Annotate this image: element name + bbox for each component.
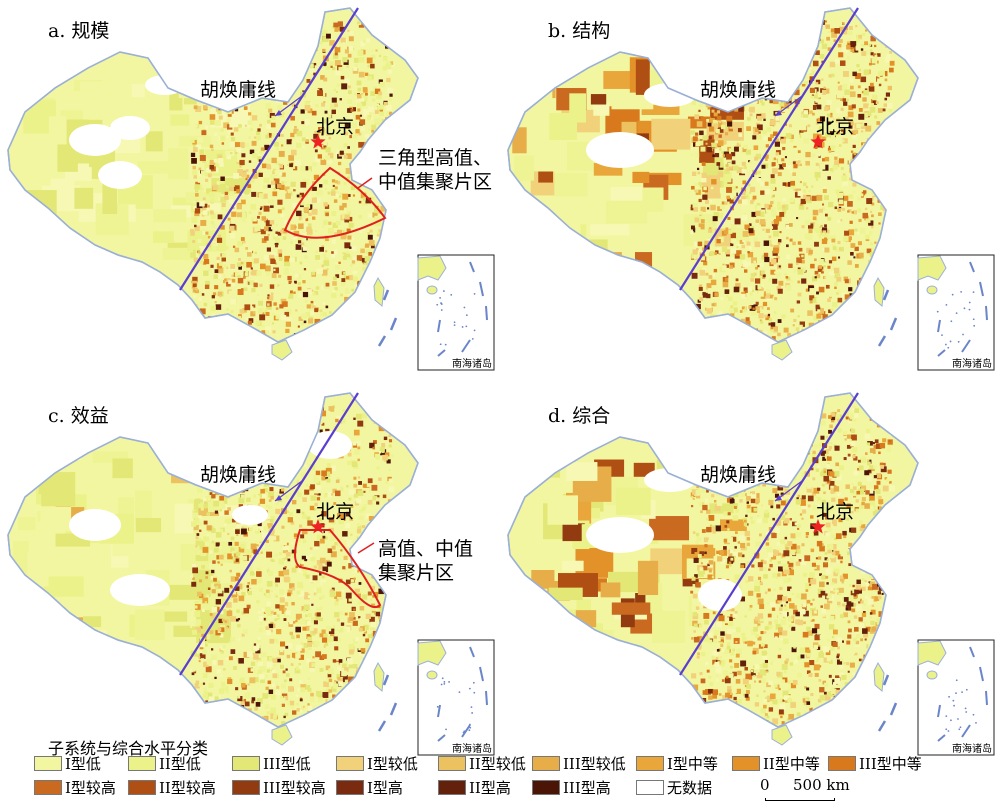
inset-label: 南海诸岛 [952, 359, 992, 370]
china-map-b [507, 7, 995, 371]
scale-line [765, 798, 835, 801]
cluster-annotation: 高值、中值 集聚片区 [378, 537, 473, 585]
inset-label: 南海诸岛 [452, 359, 492, 370]
legend-swatch [232, 779, 260, 795]
beijing-label: 北京 [316, 116, 355, 138]
legend-swatch [828, 755, 856, 771]
legend-swatch [336, 779, 364, 795]
cluster-annotation: 三角型高值、 中值集聚片区 [378, 146, 492, 194]
legend-label: I型中等 [667, 755, 718, 773]
legend-label: I型较高 [65, 779, 116, 797]
legend-label: II型高 [469, 779, 511, 797]
legend-item: I型中等 [636, 753, 718, 773]
annotation-line: 高值、中值 [378, 538, 474, 560]
legend-item: I型高 [336, 777, 403, 797]
hu-line-label: 胡焕庸线 [700, 79, 777, 101]
hu-line [679, 392, 859, 676]
china-map-d [507, 392, 995, 756]
legend-title: 子系统与综合水平分类 [48, 739, 209, 758]
legend-swatch [438, 755, 466, 771]
legend-item: III型高 [532, 777, 611, 797]
legend-swatch [532, 779, 560, 795]
legend-label: III型中等 [859, 755, 922, 773]
annotation-line: 中值集聚片区 [378, 171, 493, 193]
legend-label: I型较低 [367, 755, 418, 773]
hu-line-label: 胡焕庸线 [200, 464, 277, 486]
beijing-star-icon [810, 519, 826, 534]
legend-label: I型高 [367, 779, 403, 797]
inset-label: 南海诸岛 [452, 744, 492, 755]
south-china-sea-inset [917, 254, 995, 371]
beijing-star-icon [810, 134, 826, 149]
legend-swatch [438, 779, 466, 795]
panel-title: a. 规模 [48, 20, 110, 42]
panel-title: d. 综合 [548, 405, 611, 427]
panel-title: b. 结构 [548, 20, 611, 42]
legend-item: I型低 [34, 753, 101, 773]
annotation-line: 三角型高值、 [378, 147, 493, 169]
inset-label: 南海诸岛 [952, 744, 992, 755]
legend-label: I型低 [65, 755, 101, 773]
legend-item: II型较高 [128, 777, 216, 797]
legend-label: II型中等 [763, 755, 820, 773]
hu-line-label: 胡焕庸线 [200, 79, 277, 101]
legend-item: III型低 [232, 753, 311, 773]
legend-label: II型较低 [469, 755, 526, 773]
annotation-line: 集聚片区 [378, 562, 455, 584]
legend-swatch [636, 779, 664, 795]
legend-swatch [532, 755, 560, 771]
legend-item: I型较低 [336, 753, 418, 773]
legend-label: III型较低 [563, 755, 626, 773]
hu-line [679, 7, 859, 291]
legend-item: 无数据 [636, 777, 712, 797]
hu-line [179, 7, 359, 291]
legend-item: I型较高 [34, 777, 116, 797]
south-china-sea-inset [417, 639, 495, 756]
legend-label: II型低 [159, 755, 201, 773]
triangle-cluster-outline [283, 166, 387, 239]
legend-item: II型高 [438, 777, 511, 797]
hu-line [179, 392, 359, 676]
cluster-outline [294, 529, 382, 609]
legend-swatch [128, 779, 156, 795]
legend-swatch [232, 755, 260, 771]
legend-item: III型较低 [532, 753, 626, 773]
legend-swatch [636, 755, 664, 771]
scale-distance-label: 500 km [793, 776, 850, 794]
scale-zero-label: 0 [760, 776, 770, 794]
map-panel-c: c. 效益胡焕庸线北京南海诸岛 高值、中值 集聚片区 [0, 385, 500, 770]
beijing-label: 北京 [816, 501, 855, 523]
south-china-sea-inset [917, 639, 995, 756]
legend-swatch [336, 755, 364, 771]
legend-swatch [34, 755, 62, 771]
legend-swatch [34, 779, 62, 795]
legend-label: 无数据 [667, 779, 713, 797]
panel-title: c. 效益 [48, 405, 109, 427]
legend-swatch [732, 755, 760, 771]
map-panel-d: d. 综合胡焕庸线北京南海诸岛 [500, 385, 1000, 770]
legend-item: II型低 [128, 753, 201, 773]
beijing-star-icon [310, 519, 326, 534]
scale-bar: 0 500 km [757, 776, 857, 806]
hu-line-label: 胡焕庸线 [700, 464, 777, 486]
legend-swatch [128, 755, 156, 771]
legend-item: III型中等 [828, 753, 922, 773]
legend-label: III型低 [263, 755, 311, 773]
legend-item: III型较高 [232, 777, 326, 797]
beijing-label: 北京 [816, 116, 855, 138]
south-china-sea-inset [417, 254, 495, 371]
legend-label: III型高 [563, 779, 611, 797]
legend-item: II型中等 [732, 753, 820, 773]
legend-item: II型较低 [438, 753, 526, 773]
legend-label: III型较高 [263, 779, 326, 797]
map-panel-a: a. 规模胡焕庸线北京南海诸岛 三角型高值、 中值集聚片区 [0, 0, 500, 385]
beijing-label: 北京 [316, 501, 355, 523]
beijing-star-icon [310, 134, 326, 149]
china-map-a [7, 7, 495, 371]
map-panel-b: b. 结构胡焕庸线北京南海诸岛 [500, 0, 1000, 385]
china-map-c [7, 392, 495, 756]
legend-label: II型较高 [159, 779, 216, 797]
